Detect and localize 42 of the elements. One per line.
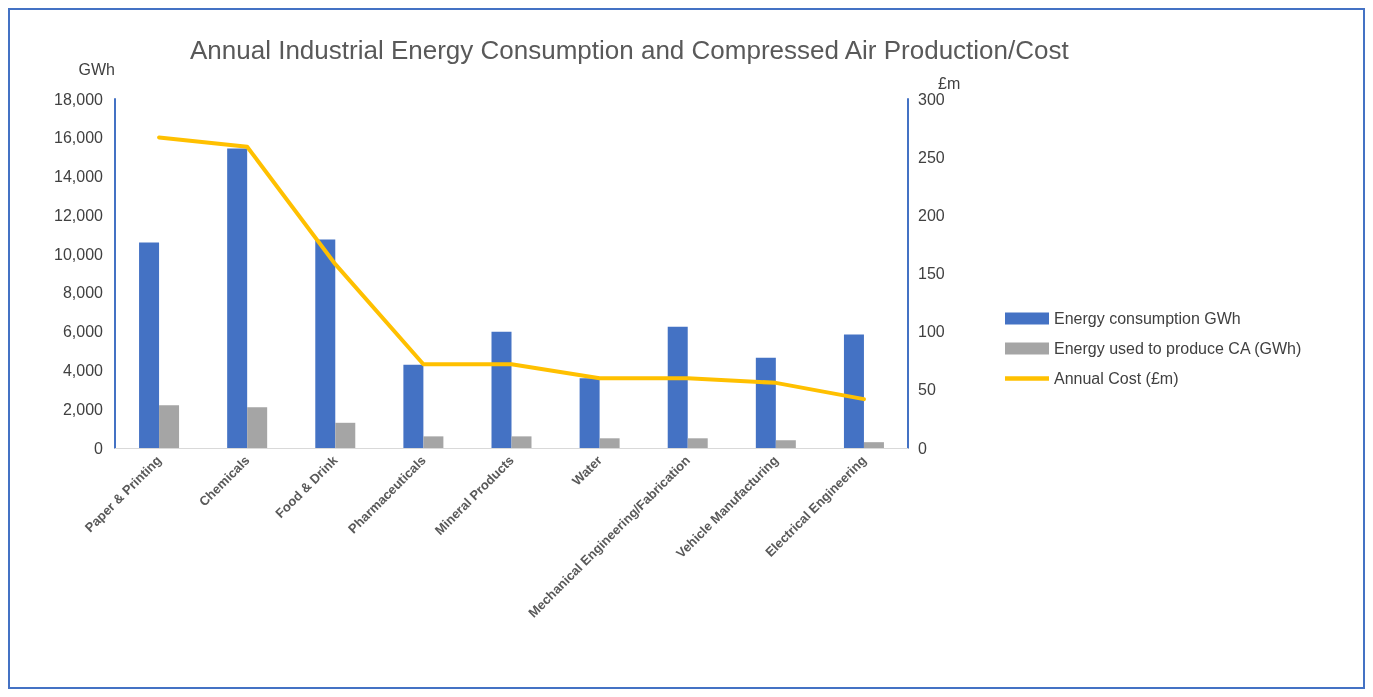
bar xyxy=(423,436,444,448)
bar xyxy=(599,438,620,448)
y-tick-label: 6,000 xyxy=(62,323,104,341)
y-axis-title: GWh xyxy=(78,60,115,78)
y-tick-label: 14,000 xyxy=(54,168,104,186)
bar xyxy=(315,239,336,448)
y-tick-label: 2,000 xyxy=(62,400,104,418)
y2-tick-label: 200 xyxy=(918,206,945,224)
bar xyxy=(159,405,180,448)
bar xyxy=(687,438,708,448)
y-tick-label: 12,000 xyxy=(54,206,104,224)
y2-axis-title: £m xyxy=(938,74,961,92)
legend-label: Energy consumption GWh xyxy=(1054,310,1241,327)
bar xyxy=(775,440,796,448)
bar xyxy=(843,334,864,448)
bar xyxy=(755,357,776,448)
y-tick-label: 10,000 xyxy=(54,245,104,263)
bar xyxy=(863,442,884,448)
chart-title: Annual Industrial Energy Consumption and Compressed Air Production/Cost xyxy=(190,35,1070,65)
bar xyxy=(511,436,532,448)
y2-tick-label: 50 xyxy=(918,381,936,399)
line-series xyxy=(157,135,866,402)
y-tick-label: 0 xyxy=(94,439,104,457)
y2-tick-label: 250 xyxy=(918,148,945,166)
y-tick-label: 16,000 xyxy=(54,129,104,147)
legend-label: Energy used to produce CA (GWh) xyxy=(1054,340,1302,357)
legend-label: Annual Cost (£m) xyxy=(1054,370,1179,387)
bar xyxy=(247,407,268,448)
bar xyxy=(335,422,356,448)
y2-tick-label: 100 xyxy=(918,323,945,341)
bar xyxy=(667,326,688,448)
bar xyxy=(403,364,424,448)
y2-tick-label: 0 xyxy=(918,439,927,457)
y2-tick-label: 150 xyxy=(918,265,945,282)
y-tick-label: 18,000 xyxy=(54,90,104,108)
y2-tick-label: 300 xyxy=(918,90,945,108)
bar xyxy=(139,242,160,448)
y-tick-label: 8,000 xyxy=(62,284,104,302)
bar xyxy=(227,148,248,448)
bar xyxy=(579,378,600,448)
y-tick-label: 4,000 xyxy=(62,361,104,379)
bar xyxy=(491,331,512,448)
